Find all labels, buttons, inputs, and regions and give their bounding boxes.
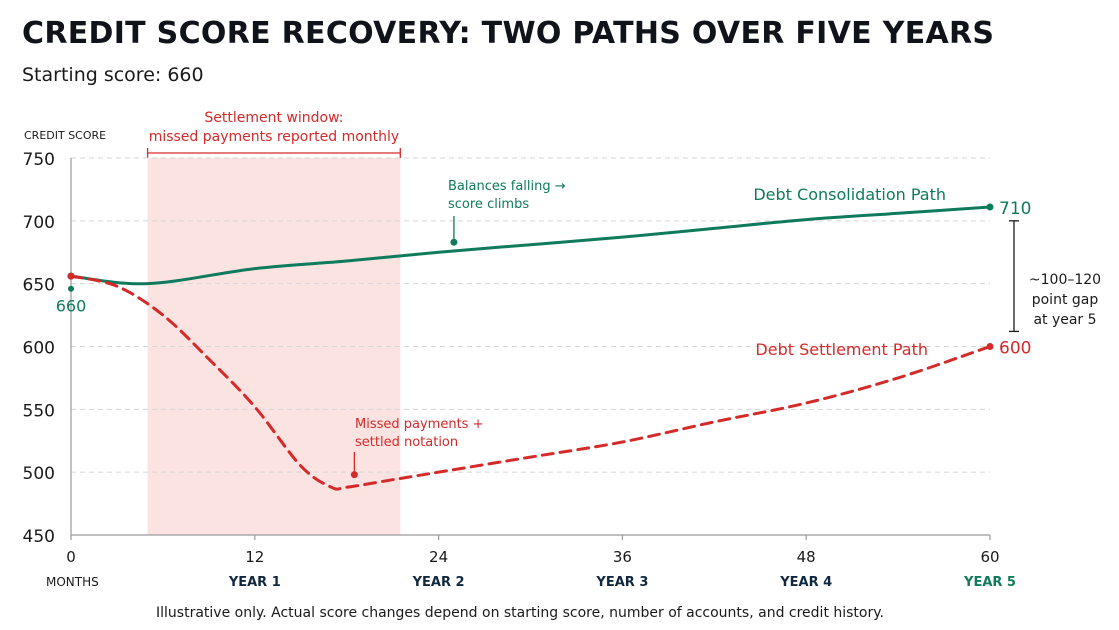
series-end-point <box>986 203 994 211</box>
y-tick-label: 450 <box>23 527 55 547</box>
footnote: Illustrative only. Actual score changes … <box>156 605 884 621</box>
y-tick-label: 600 <box>23 339 55 359</box>
x-tick-label: 48 <box>797 548 816 566</box>
y-tick-label: 750 <box>23 150 55 170</box>
year-label: YEAR 2 <box>412 575 465 590</box>
x-tick-label: 0 <box>66 548 76 566</box>
x-tick-label: 12 <box>245 548 264 566</box>
x-tick-label: 60 <box>980 548 999 566</box>
chart-title: CREDIT SCORE RECOVERY: TWO PATHS OVER FI… <box>22 16 995 51</box>
grid-group <box>71 157 990 473</box>
settlement-window-label-2: missed payments reported monthly <box>149 129 400 145</box>
x-tick-label: 24 <box>429 548 448 566</box>
series-group <box>67 203 994 491</box>
settlement-line <box>69 274 992 491</box>
settlement-series-label: Debt Settlement Path <box>755 340 928 359</box>
settlement-annotation-dot <box>350 471 358 479</box>
start-score-marker <box>68 285 74 292</box>
x-tick-label: 36 <box>613 548 632 566</box>
shaded-region-group: Settlement window: missed payments report… <box>146 110 401 535</box>
settlement-annotation-2: settled notation <box>355 435 458 450</box>
year-label: YEAR 3 <box>595 575 648 590</box>
series-end-point <box>986 343 994 350</box>
settlement-annotation-1: Missed payments + <box>355 417 483 432</box>
year-label: YEAR 4 <box>779 575 832 590</box>
gap-label-1: ~100–120 <box>1029 272 1101 288</box>
chart-subtitle: Starting score: 660 <box>22 64 204 86</box>
gap-label-2: point gap <box>1032 292 1099 308</box>
y-tick-label: 500 <box>23 464 55 484</box>
annotations-group: Balances falling → score climbs Missed pay… <box>350 179 1101 479</box>
x-axis-label: MONTHS <box>46 575 99 589</box>
consolidation-annotation-2: score climbs <box>448 197 529 212</box>
series-end-label: 710 <box>999 199 1031 219</box>
gap-label-3: at year 5 <box>1033 312 1096 328</box>
consolidation-line <box>69 205 992 286</box>
consolidation-series-label: Debt Consolidation Path <box>753 185 946 204</box>
settlement-window-label-1: Settlement window: <box>204 110 343 126</box>
series-start-point <box>67 272 75 280</box>
y-tick-label: 550 <box>23 401 55 421</box>
axes-group: 750 700 650 600 550 500 450 CREDIT SCORE 0 12 24 36… <box>23 129 1016 590</box>
year-label: YEAR 1 <box>228 575 281 590</box>
y-axis-label: CREDIT SCORE <box>24 129 106 142</box>
consolidation-annotation-1: Balances falling → <box>448 179 566 194</box>
y-tick-label: 650 <box>23 276 55 296</box>
start-score-label: 660 <box>56 296 87 315</box>
y-tick-label: 700 <box>23 213 55 233</box>
consolidation-annotation-dot <box>450 238 458 246</box>
year-label: YEAR 5 <box>963 575 1016 590</box>
series-end-label: 600 <box>999 339 1031 359</box>
